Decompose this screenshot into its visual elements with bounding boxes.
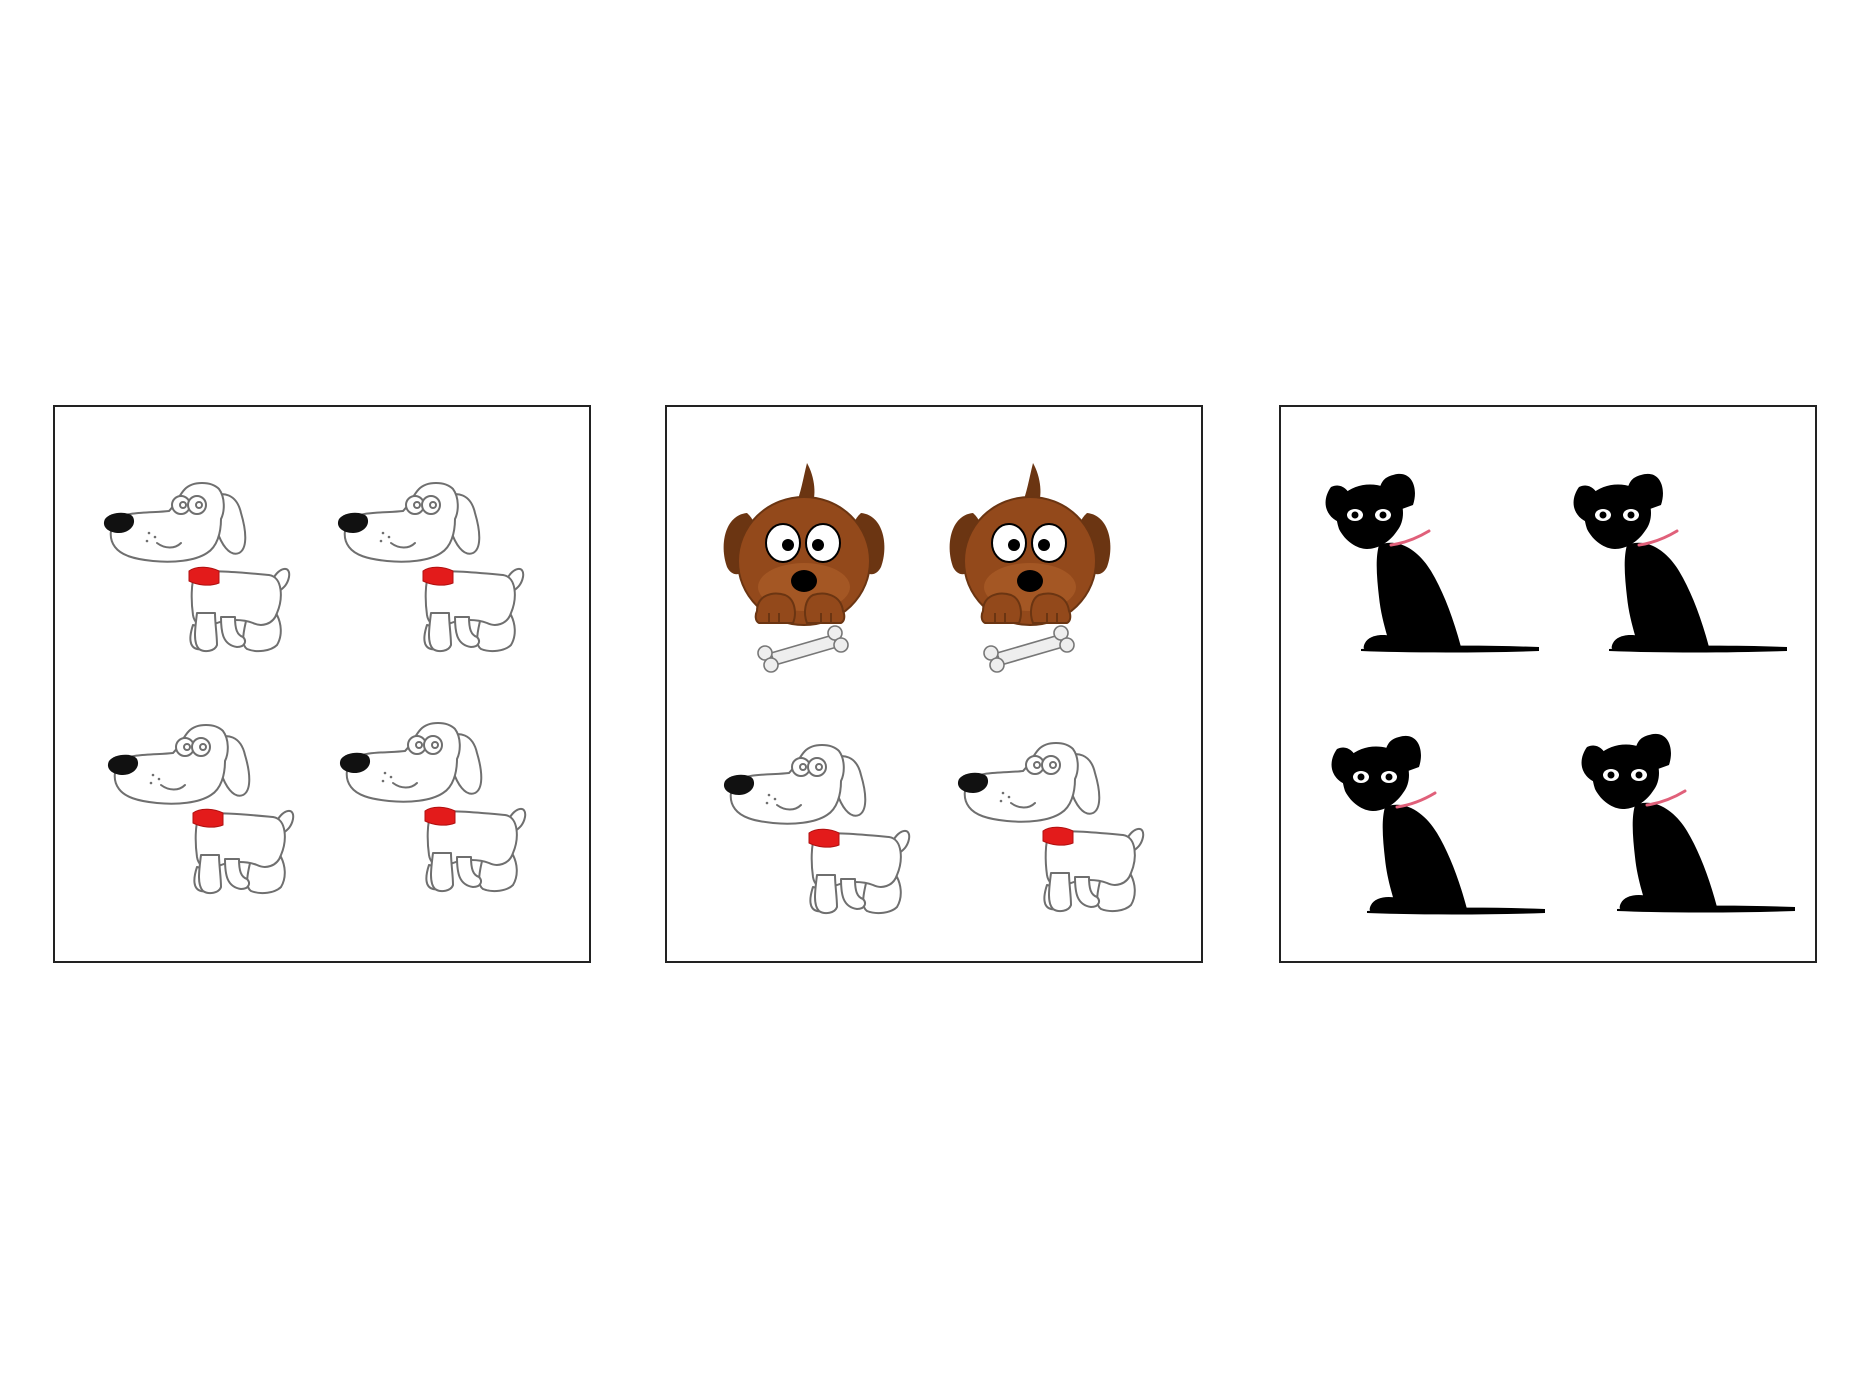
white-dog-illustration xyxy=(101,719,311,899)
black-dog-illustration xyxy=(1321,467,1541,657)
white-dog-illustration xyxy=(333,717,543,897)
brown-dog-illustration xyxy=(945,463,1115,683)
white-dog-illustration xyxy=(717,739,927,919)
white-dog-illustration xyxy=(331,477,541,657)
black-dog-illustration xyxy=(1577,727,1797,917)
panel-white-dogs xyxy=(53,405,591,963)
black-dog-illustration xyxy=(1569,467,1789,657)
panel-black-dogs xyxy=(1279,405,1817,963)
panel-mixed-dogs xyxy=(665,405,1203,963)
brown-dog-illustration xyxy=(719,463,889,683)
white-dog-illustration xyxy=(951,737,1161,917)
black-dog-illustration xyxy=(1327,729,1547,919)
white-dog-illustration xyxy=(97,477,307,657)
